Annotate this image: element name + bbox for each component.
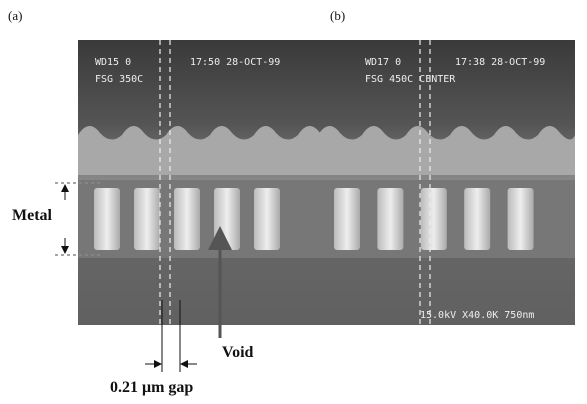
void-label: Void [222, 344, 254, 361]
gap-lines [145, 300, 197, 372]
gap-label: 0.21 μm gap [110, 379, 193, 396]
metal-line [174, 188, 200, 250]
sem-text: FSG 350C [95, 74, 143, 85]
substrate [78, 258, 575, 325]
sem-text: FSG 450C CENTER [365, 74, 456, 85]
metal-line [94, 188, 120, 250]
dashed-guides [159, 40, 431, 325]
metal-line [377, 188, 404, 250]
dielectric-layer [318, 125, 575, 175]
metal-bounds [55, 182, 100, 256]
sem-text: 17:50 28-OCT-99 [190, 57, 280, 68]
metal-label: Metal [12, 207, 53, 224]
sem-text: WD17 0 [365, 57, 401, 68]
sem-images [78, 40, 575, 325]
sem-text: 17:38 28-OCT-99 [455, 57, 545, 68]
metal-line [214, 188, 240, 250]
panel-label: (a) [8, 8, 22, 23]
metal-line [420, 188, 447, 250]
metal-line [464, 188, 491, 250]
sem-text: WD15 0 [95, 57, 131, 68]
metal-line [134, 188, 160, 250]
metal-line [254, 188, 280, 250]
panel-label: (b) [330, 8, 345, 23]
dielectric-layer [78, 125, 326, 175]
metal-line [334, 188, 360, 250]
sem-text: 15.0kV X40.0K 750nm [420, 310, 534, 321]
metal-line [507, 188, 534, 250]
